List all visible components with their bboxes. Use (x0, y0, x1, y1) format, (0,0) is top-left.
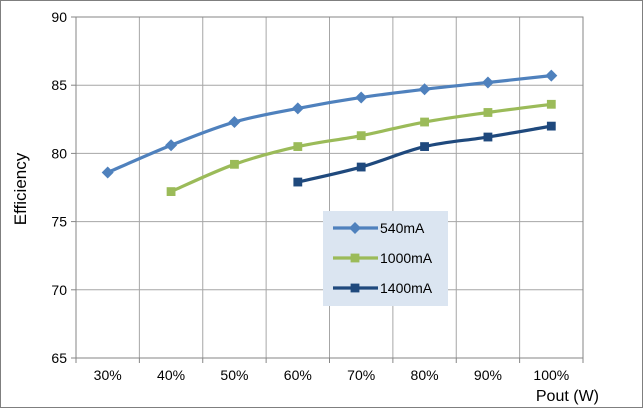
y-tick-label: 70 (51, 282, 67, 298)
data-point-marker (356, 131, 366, 141)
data-point-marker (420, 142, 429, 151)
data-point-marker (481, 76, 494, 89)
data-point-marker (166, 187, 176, 196)
grid-layer (76, 16, 583, 359)
x-tick-label: 70% (347, 367, 375, 383)
y-tick-label: 80 (51, 145, 67, 161)
y-tick-label: 65 (51, 350, 67, 366)
series-line-1400ma (296, 124, 553, 184)
data-point-marker (293, 177, 303, 187)
data-point-marker (291, 102, 304, 115)
x-tick-label: 40% (157, 367, 185, 383)
x-tick-label: 100% (533, 367, 569, 383)
data-point-marker (356, 162, 366, 172)
legend: 540mA 1000mA 1400mA (323, 211, 448, 306)
data-point-marker (293, 142, 303, 151)
x-tick-label: 90% (474, 367, 502, 383)
data-point-marker (350, 253, 360, 263)
y-tick-label: 75 (51, 214, 67, 230)
y-tick-label: 90 (51, 9, 67, 25)
axis-layer: 65 70 75 80 85 90 30% 40% 50% 60% 70% 80% 90% 100% (51, 9, 584, 383)
legend-label: 540mA (380, 220, 425, 236)
x-tick-label: 50% (220, 367, 248, 383)
data-point-marker (228, 116, 241, 129)
legend-label: 1000mA (380, 250, 433, 266)
series-layer (101, 69, 558, 196)
data-point-marker (420, 117, 429, 127)
x-tick-label: 80% (411, 367, 439, 383)
data-point-marker (483, 108, 493, 117)
x-tick-label: 30% (94, 367, 122, 383)
data-point-marker (350, 283, 360, 293)
data-point-marker (546, 121, 556, 131)
y-tick-label: 85 (51, 77, 67, 93)
data-point-marker (349, 222, 361, 234)
data-point-marker (483, 132, 493, 142)
data-point-marker (418, 83, 431, 96)
data-point-marker (101, 166, 114, 179)
data-point-marker (230, 159, 239, 169)
legend-label: 1400mA (380, 280, 433, 296)
series-line-1000ma (169, 102, 553, 194)
data-point-marker (165, 139, 178, 152)
x-tick-label: 60% (284, 367, 312, 383)
data-point-marker (546, 99, 556, 109)
data-point-marker (355, 91, 368, 104)
y-axis-label: Efficiency (11, 152, 30, 225)
data-point-marker (545, 69, 558, 82)
x-axis-label: Pout (W) (536, 388, 599, 405)
